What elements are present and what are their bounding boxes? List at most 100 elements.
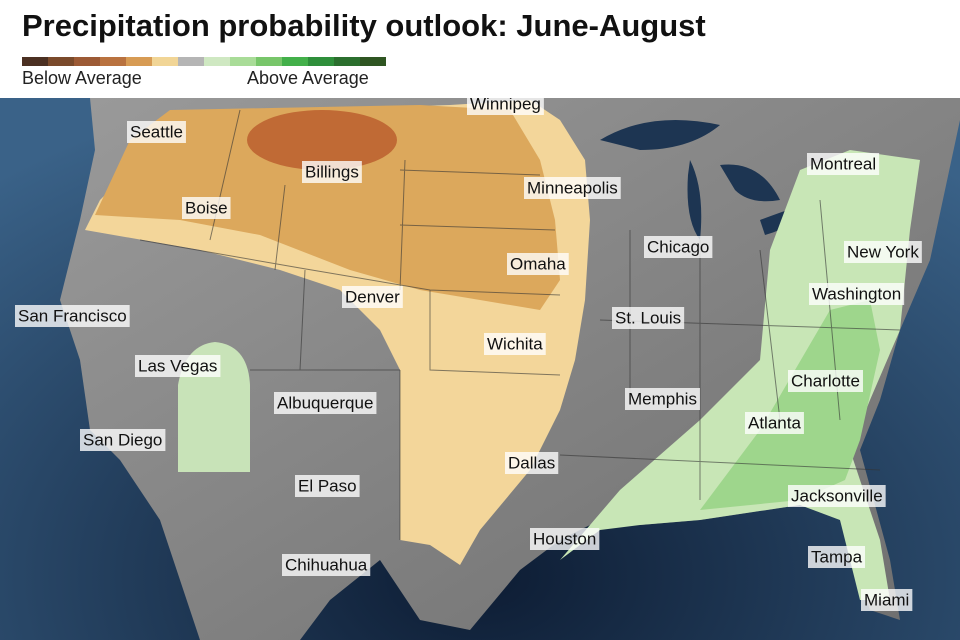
city-label-box xyxy=(861,589,913,611)
east-wetter-region xyxy=(700,300,880,510)
city-label-box xyxy=(844,241,922,263)
below-average-region xyxy=(95,105,560,310)
city-label-box xyxy=(788,485,886,507)
city-label: Wichita xyxy=(484,333,546,355)
city-label: El Paso xyxy=(295,475,360,497)
great-lakes xyxy=(600,120,820,240)
legend-swatch xyxy=(360,57,386,66)
city-name: Miami xyxy=(864,590,909,609)
city-label: Boise xyxy=(182,197,231,219)
city-label-box xyxy=(135,355,221,377)
city-label-box xyxy=(809,283,905,305)
legend-swatch xyxy=(282,57,308,66)
city-label-box xyxy=(612,307,685,329)
city-name: Houston xyxy=(533,529,596,548)
city-name: Albuquerque xyxy=(277,393,373,412)
city-name: Chicago xyxy=(647,237,709,256)
legend-swatch xyxy=(126,57,152,66)
city-label: Houston xyxy=(530,528,600,550)
city-name: San Diego xyxy=(83,430,162,449)
legend-swatch xyxy=(334,57,360,66)
much-below-average-region xyxy=(247,110,397,170)
city-name: Seattle xyxy=(130,122,183,141)
city-label: Miami xyxy=(861,589,913,611)
city-name: Billings xyxy=(305,162,359,181)
city-label: Denver xyxy=(342,286,403,308)
legend-swatch xyxy=(230,57,256,66)
city-labels: Winnipeg Seattle Billings Boise Minneapolis M… xyxy=(15,93,922,611)
header: Precipitation probability outlook: June-… xyxy=(0,0,960,98)
legend-above-label: Above Average xyxy=(247,68,369,88)
city-label: Washington xyxy=(809,283,905,305)
city-name: Dallas xyxy=(508,453,555,472)
city-label: Atlanta xyxy=(745,412,804,434)
city-name: Las Vegas xyxy=(138,356,217,375)
city-label-box xyxy=(644,236,713,258)
legend-swatch xyxy=(204,57,230,66)
legend-swatch xyxy=(256,57,282,66)
city-label: Seattle xyxy=(127,121,186,143)
city-label-box xyxy=(807,153,880,175)
legend-bar xyxy=(22,57,386,66)
city-label-box xyxy=(524,177,621,199)
city-label: Winnipeg xyxy=(467,93,544,115)
city-name: Montreal xyxy=(810,154,876,173)
city-label-box xyxy=(625,388,700,410)
city-label: Albuquerque xyxy=(274,392,377,414)
city-name: San Francisco xyxy=(18,306,127,325)
city-label-box xyxy=(484,333,546,355)
legend-below-label: Below Average xyxy=(22,68,142,88)
legend-swatch xyxy=(74,57,100,66)
city-label-box xyxy=(15,305,130,327)
title: Precipitation probability outlook: June-… xyxy=(22,8,706,43)
city-name: Jacksonville xyxy=(791,486,883,505)
city-label-box xyxy=(745,412,804,434)
city-label-box xyxy=(505,452,559,474)
city-name: Charlotte xyxy=(791,371,860,390)
city-label: Tampa xyxy=(808,546,866,568)
city-label: Memphis xyxy=(625,388,700,410)
city-name: Chihuahua xyxy=(285,555,368,574)
city-name: El Paso xyxy=(298,476,357,495)
city-label-box xyxy=(302,161,362,183)
city-label-box xyxy=(295,475,360,497)
city-label: Chihuahua xyxy=(282,554,371,576)
city-name: Wichita xyxy=(487,334,543,353)
city-label: Montreal xyxy=(807,153,880,175)
city-name: Winnipeg xyxy=(470,94,541,113)
city-label-box xyxy=(127,121,186,143)
legend-swatch xyxy=(178,57,204,66)
city-label: San Diego xyxy=(80,429,166,451)
city-label-box xyxy=(80,429,166,451)
city-name: Tampa xyxy=(811,547,863,566)
legend-swatch xyxy=(152,57,178,66)
city-label: Billings xyxy=(302,161,362,183)
city-name: Washington xyxy=(812,284,901,303)
legend-swatch xyxy=(308,57,334,66)
city-name: Denver xyxy=(345,287,400,306)
legend-swatch xyxy=(100,57,126,66)
city-label-box xyxy=(274,392,377,414)
city-label: San Francisco xyxy=(15,305,130,327)
city-label: Jacksonville xyxy=(788,485,886,507)
city-name: Atlanta xyxy=(748,413,801,432)
city-name: New York xyxy=(847,242,919,261)
city-label: Las Vegas xyxy=(135,355,221,377)
legend-swatch xyxy=(48,57,74,66)
city-label: Minneapolis xyxy=(524,177,621,199)
city-label-box xyxy=(467,93,544,115)
city-name: Memphis xyxy=(628,389,697,408)
city-label-box xyxy=(282,554,371,576)
city-label-box xyxy=(182,197,231,219)
city-name: St. Louis xyxy=(615,308,681,327)
legend-swatch xyxy=(22,57,48,66)
city-label: St. Louis xyxy=(612,307,685,329)
city-label-box xyxy=(530,528,600,550)
city-label: New York xyxy=(844,241,922,263)
city-label: Charlotte xyxy=(788,370,863,392)
city-label-box xyxy=(507,253,569,275)
city-label: Omaha xyxy=(507,253,569,275)
city-name: Boise xyxy=(185,198,228,217)
